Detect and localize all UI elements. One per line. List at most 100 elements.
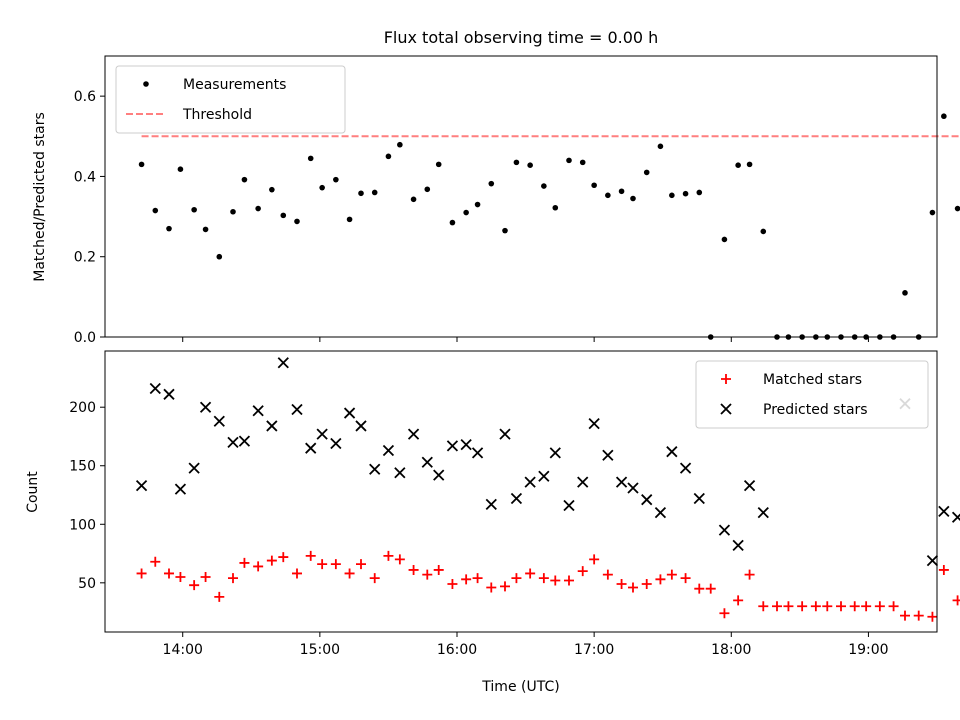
predicted-stars-point bbox=[926, 554, 939, 567]
measurement-point bbox=[657, 143, 664, 150]
predicted-stars-point bbox=[266, 420, 278, 432]
measurement-point bbox=[397, 141, 403, 148]
predicted-stars-point bbox=[510, 492, 523, 505]
x-axis-label: Time (UTC) bbox=[481, 679, 559, 695]
predicted-stars-point bbox=[549, 447, 561, 459]
measurement-point bbox=[280, 212, 287, 219]
matched-stars-point bbox=[356, 559, 366, 570]
measurement-point bbox=[177, 166, 184, 173]
matched-stars-point bbox=[783, 601, 794, 612]
measurement-point bbox=[579, 159, 586, 166]
predicted-stars-point bbox=[277, 357, 289, 369]
measurement-point bbox=[669, 192, 675, 199]
predicted-stars-point bbox=[163, 388, 175, 400]
matched-stars-point bbox=[589, 554, 600, 565]
measurement-point bbox=[721, 236, 728, 243]
measurement-point bbox=[435, 161, 442, 168]
bottom-plot-frame bbox=[104, 350, 938, 633]
predicted-stars-point bbox=[291, 403, 303, 416]
matched-stars-point bbox=[550, 575, 561, 586]
measurement-point bbox=[566, 157, 572, 164]
predicted-stars-point bbox=[305, 442, 317, 454]
measurement-point bbox=[241, 176, 248, 183]
matched-stars-point bbox=[861, 601, 872, 612]
measurement-point bbox=[307, 155, 314, 162]
predicted-stars-point bbox=[238, 435, 251, 447]
measurement-point bbox=[760, 228, 767, 235]
predicted-stars-point bbox=[485, 498, 497, 511]
matched-stars-point bbox=[472, 573, 483, 584]
predicted-stars-point bbox=[355, 420, 367, 432]
predicted-stars-point bbox=[615, 476, 628, 488]
measurement-point bbox=[929, 209, 936, 216]
predicted-stars-point bbox=[421, 456, 433, 468]
matched-stars-point bbox=[239, 557, 250, 568]
predicted-stars-point bbox=[938, 505, 950, 518]
matched-stars-point bbox=[164, 568, 174, 579]
measurement-point bbox=[138, 161, 145, 168]
matched-stars-point bbox=[538, 573, 549, 584]
matched-stars-point bbox=[394, 554, 405, 565]
top-y-tick-label: 0.6 bbox=[74, 89, 96, 105]
predicted-stars-point bbox=[316, 428, 328, 440]
bottom-plot-area: 50 100 150 200 14:00 15:00 16:00 17:00 18:00 19:0… bbox=[69, 350, 960, 658]
measurement-point bbox=[358, 190, 364, 197]
matched-stars-point bbox=[758, 601, 769, 612]
matched-stars-point bbox=[888, 601, 899, 612]
matched-stars-point bbox=[486, 582, 497, 593]
measurement-point bbox=[255, 205, 261, 212]
matched-stars-point bbox=[797, 601, 808, 612]
matched-stars-point bbox=[900, 610, 910, 621]
measurement-point bbox=[152, 207, 159, 214]
predicted-stars-point bbox=[743, 480, 756, 492]
top-y-tick-label: 0.2 bbox=[74, 250, 96, 266]
top-legend-marker bbox=[143, 81, 149, 87]
predicted-stars-point bbox=[499, 428, 511, 440]
top-legend-box bbox=[115, 65, 346, 134]
matched-stars-point bbox=[705, 583, 716, 594]
matched-stars-point bbox=[628, 582, 638, 593]
measurement-point bbox=[513, 159, 520, 166]
matched-stars-point bbox=[292, 568, 302, 579]
predicted-stars-point bbox=[369, 463, 381, 475]
predicted-stars-point bbox=[471, 447, 484, 459]
matched-stars-point bbox=[344, 568, 355, 579]
matched-stars-point bbox=[447, 578, 458, 589]
predicted-stars-point bbox=[524, 476, 536, 488]
predicted-stars-point bbox=[394, 467, 406, 479]
bottom-legend-label: Predicted stars bbox=[763, 402, 868, 418]
matched-stars-point bbox=[433, 564, 444, 575]
predicted-stars-point bbox=[330, 437, 342, 450]
matched-stars-point bbox=[150, 556, 161, 567]
measurement-point bbox=[410, 196, 417, 203]
chart-title: Flux total observing time = 0.00 h bbox=[384, 28, 659, 47]
predicted-stars-point bbox=[718, 524, 731, 536]
predicted-stars-point bbox=[666, 446, 678, 458]
matched-stars-point bbox=[305, 550, 316, 561]
measurement-point bbox=[191, 206, 197, 213]
bottom-y-tick-label: 150 bbox=[69, 459, 96, 475]
measurement-point bbox=[618, 188, 625, 195]
bottom-legend-box bbox=[695, 360, 929, 429]
measurement-point bbox=[696, 189, 703, 196]
bottom-legend-marker bbox=[720, 403, 732, 415]
measurement-point bbox=[527, 162, 533, 168]
predicted-stars-point bbox=[343, 407, 356, 419]
measurement-point bbox=[463, 209, 469, 216]
predicted-stars-point bbox=[732, 539, 744, 551]
matched-stars-point bbox=[200, 571, 211, 582]
matched-stars-point bbox=[175, 571, 186, 582]
predicted-stars-point bbox=[135, 480, 148, 492]
predicted-stars-point bbox=[174, 483, 187, 495]
measurement-point bbox=[502, 227, 508, 234]
measurement-point bbox=[333, 176, 339, 183]
matched-stars-point bbox=[189, 580, 200, 591]
predicted-stars-point bbox=[433, 469, 445, 481]
top-y-tick-label: 0.0 bbox=[74, 330, 96, 346]
measurement-point bbox=[902, 290, 908, 296]
matched-stars-point bbox=[719, 608, 730, 619]
predicted-stars-point bbox=[213, 415, 225, 427]
predicted-stars-point bbox=[757, 506, 769, 519]
x-tick-label: 16:00 bbox=[437, 642, 477, 658]
matched-stars-point bbox=[822, 601, 833, 612]
